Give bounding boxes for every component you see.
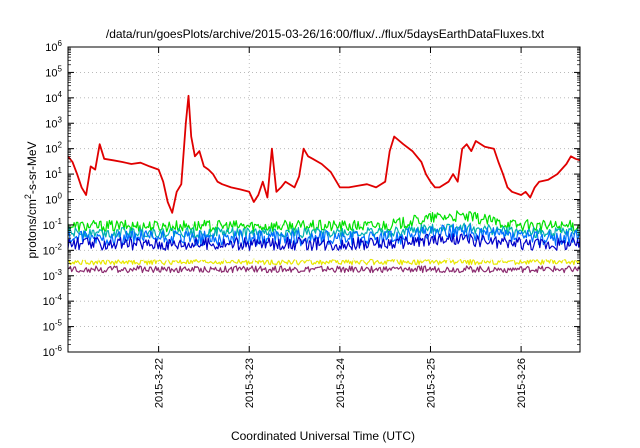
y-tick-label: 10-6	[43, 344, 63, 359]
y-tick-exponent: 1	[58, 166, 63, 175]
y-axis-label-sup: 2	[23, 194, 33, 199]
y-tick-label: 105	[45, 64, 62, 79]
y-tick-base: 10	[45, 195, 57, 207]
y-tick-exponent: 0	[58, 192, 63, 201]
y-tick-base: 10	[43, 271, 55, 283]
grid-lines	[68, 47, 580, 352]
y-tick-exponent: 4	[58, 90, 63, 99]
series-line-8	[67, 265, 581, 274]
x-axis-label: Coordinated Universal Time (UTC)	[231, 429, 415, 443]
y-tick-exponent: -3	[55, 268, 63, 277]
x-tick-label: 2015-3-26	[516, 358, 528, 408]
y-tick-base: 10	[45, 169, 57, 181]
y-tick-label: 103	[45, 115, 62, 130]
y-tick-base: 10	[45, 67, 57, 79]
y-tick-base: 10	[45, 42, 57, 54]
y-tick-exponent: -2	[55, 242, 63, 251]
y-tick-label: 10-2	[43, 242, 63, 257]
y-tick-base: 10	[43, 245, 55, 257]
x-axis-ticks: 2015-3-22 2015-3-23 2015-3-24 2015-3-25 2015…	[154, 47, 528, 408]
y-tick-label: 106	[45, 39, 62, 54]
y-tick-base: 10	[43, 220, 55, 232]
series-line-5	[67, 233, 581, 251]
y-tick-exponent: 3	[58, 115, 63, 124]
y-tick-exponent: 6	[58, 39, 63, 48]
chart-title: /data/run/goesPlots/archive/2015-03-26/1…	[106, 27, 545, 41]
y-tick-label: 10-5	[43, 319, 63, 334]
y-tick-label: 10-1	[43, 217, 63, 232]
y-tick-exponent: -4	[55, 293, 63, 302]
x-tick-label: 2015-3-23	[244, 358, 256, 408]
x-tick-label: 2015-3-24	[335, 358, 347, 408]
y-tick-base: 10	[45, 93, 57, 105]
y-tick-label: 102	[45, 141, 62, 156]
y-tick-base: 10	[45, 118, 57, 130]
y-tick-label: 10-4	[43, 293, 63, 308]
y-tick-exponent: -1	[55, 217, 63, 226]
y-tick-base: 10	[43, 296, 55, 308]
y-tick-label: 10-3	[43, 268, 63, 283]
x-tick-label: 2015-3-25	[425, 358, 437, 408]
y-axis-ticks: 10610510410310210110010-110-210-310-410-…	[43, 39, 580, 359]
x-tick-label: 2015-3-22	[154, 358, 166, 408]
y-axis-label-post: -s-sr-MeV	[25, 141, 39, 194]
y-tick-exponent: -6	[55, 344, 63, 353]
y-tick-exponent: 5	[58, 64, 63, 73]
y-tick-exponent: -5	[55, 319, 63, 328]
y-tick-base: 10	[43, 347, 55, 359]
series-line-7	[67, 257, 581, 261]
y-tick-label: 101	[45, 166, 62, 181]
y-axis-label: protons/cm2-s-sr-MeV	[23, 141, 39, 258]
series-group	[67, 94, 581, 274]
y-axis-label-pre: protons/cm	[25, 199, 39, 258]
series-line-6	[67, 258, 581, 266]
series-line-1	[67, 94, 581, 214]
y-tick-label: 104	[45, 90, 62, 105]
y-tick-exponent: 2	[58, 141, 63, 150]
y-tick-base: 10	[43, 322, 55, 334]
y-tick-label: 100	[45, 192, 62, 207]
y-tick-base: 10	[45, 144, 57, 156]
